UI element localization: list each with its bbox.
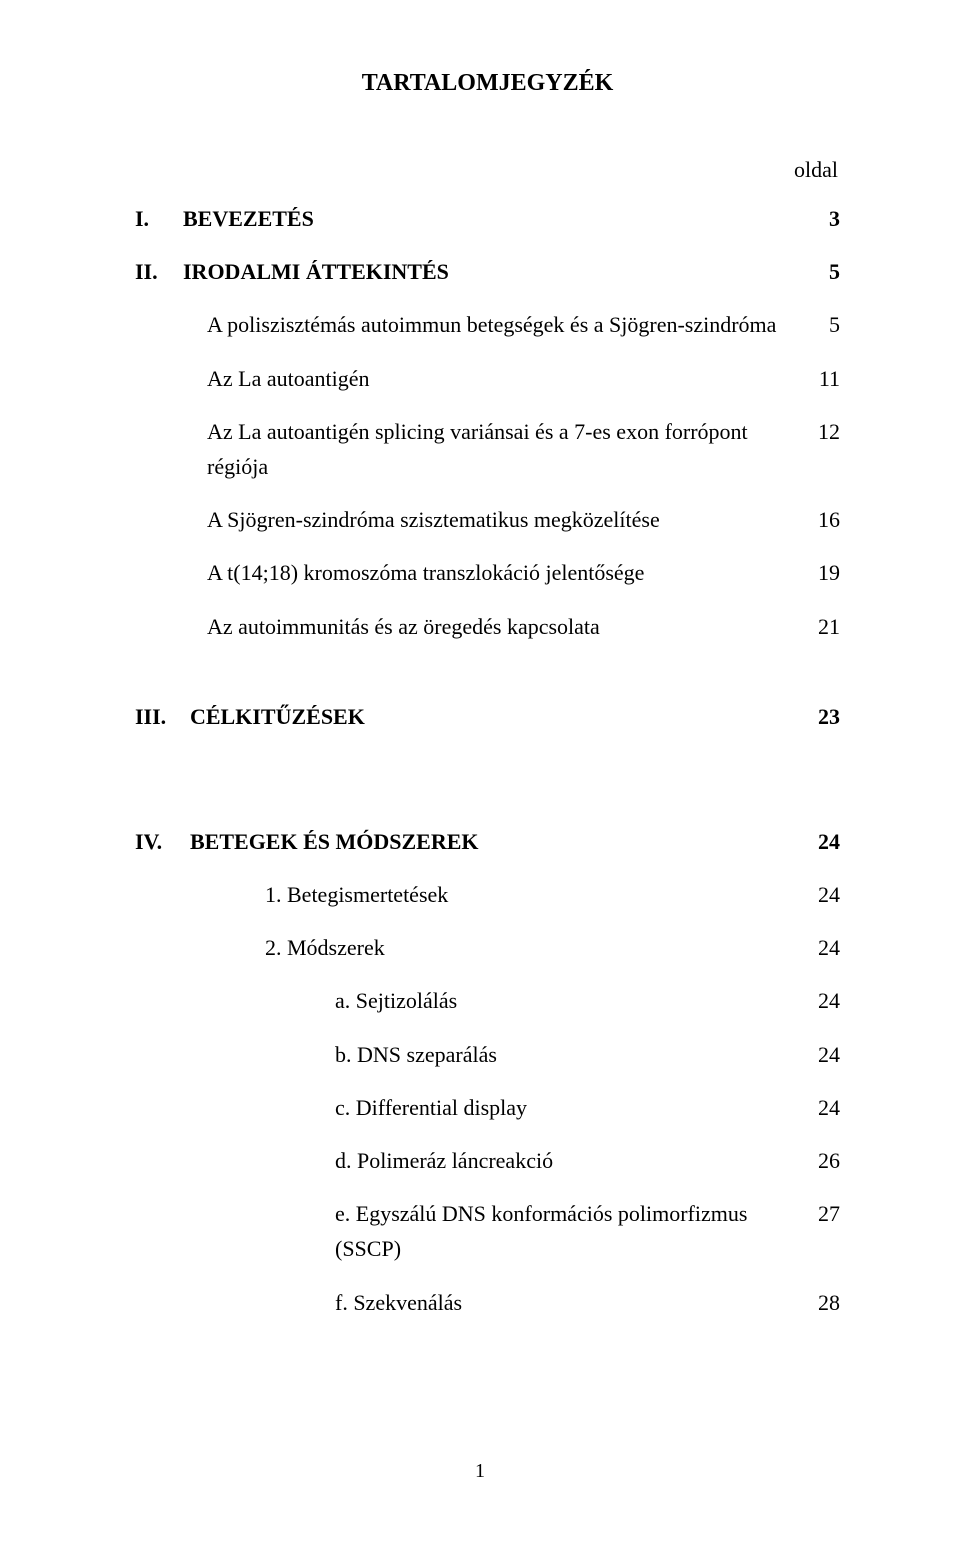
section-number: III. — [135, 699, 190, 734]
toc-row: I. BEVEZETÉS 3 — [135, 201, 840, 236]
toc-subrow: A t(14;18) kromoszóma transzlokáció jele… — [135, 555, 840, 590]
section-number: II. — [135, 254, 183, 289]
toc-subrow: a. Sejtizolálás 24 — [135, 983, 840, 1018]
toc-subrow: f. Szekvenálás 28 — [135, 1285, 840, 1320]
subsection-label: e. Egyszálú DNS konformációs polimorfizm… — [335, 1201, 747, 1261]
toc-subrow: Az La autoantigén splicing variánsai és … — [135, 414, 840, 484]
toc-subrow: b. DNS szeparálás 24 — [135, 1037, 840, 1072]
page-number: 1 — [0, 1460, 960, 1483]
toc-subrow: 2. Módszerek 24 — [135, 930, 840, 965]
subsection-page: 24 — [810, 877, 840, 912]
section-label: BETEGEK ÉS MÓDSZEREK — [190, 824, 479, 859]
subsection-page: 24 — [810, 1037, 840, 1072]
subsection-page: 21 — [810, 609, 840, 644]
section-page: 24 — [810, 824, 840, 859]
subsection-label: b. DNS szeparálás — [335, 1042, 497, 1067]
subsection-page: 24 — [810, 1090, 840, 1125]
subsection-label: A t(14;18) kromoszóma transzlokáció jele… — [207, 560, 644, 585]
subsection-page: 11 — [810, 361, 840, 396]
section-label: IRODALMI ÁTTEKINTÉS — [183, 254, 449, 289]
subsection-label: a. Sejtizolálás — [335, 988, 457, 1013]
section-number: IV. — [135, 824, 190, 859]
subsection-page: 19 — [810, 555, 840, 590]
subsection-page: 26 — [810, 1143, 840, 1178]
section-label: CÉLKITŰZÉSEK — [190, 699, 365, 734]
subsection-page: 16 — [810, 502, 840, 537]
section-number: I. — [135, 201, 183, 236]
subsection-page: 24 — [810, 930, 840, 965]
toc-subrow: 1. Betegismertetések 24 — [135, 877, 840, 912]
subsection-page: 12 — [810, 414, 840, 449]
subsection-label: f. Szekvenálás — [335, 1290, 462, 1315]
toc-subrow: Az La autoantigén 11 — [135, 361, 840, 396]
toc-subrow: d. Polimeráz láncreakció 26 — [135, 1143, 840, 1178]
toc-subrow: A poliszisztémás autoimmun betegségek és… — [135, 307, 840, 342]
toc-row: III. CÉLKITŰZÉSEK 23 — [135, 699, 840, 734]
page-column-header: oldal — [135, 157, 840, 183]
toc-subrow: c. Differential display 24 — [135, 1090, 840, 1125]
toc-subrow: Az autoimmunitás és az öregedés kapcsola… — [135, 609, 840, 644]
subsection-label: d. Polimeráz láncreakció — [335, 1148, 553, 1173]
section-page: 23 — [810, 699, 840, 734]
toc-row: IV. BETEGEK ÉS MÓDSZEREK 24 — [135, 824, 840, 859]
toc-subrow: e. Egyszálú DNS konformációs polimorfizm… — [135, 1196, 840, 1266]
section-label: BEVEZETÉS — [183, 201, 314, 236]
subsection-label: 1. Betegismertetések — [265, 882, 448, 907]
subsection-label: A poliszisztémás autoimmun betegségek és… — [207, 312, 776, 337]
subsection-label: Az La autoantigén — [207, 366, 370, 391]
subsection-label: A Sjögren-szindróma szisztematikus megkö… — [207, 507, 660, 532]
toc-subrow: A Sjögren-szindróma szisztematikus megkö… — [135, 502, 840, 537]
section-page: 3 — [810, 201, 840, 236]
subsection-page: 28 — [810, 1285, 840, 1320]
section-page: 5 — [810, 254, 840, 289]
document-title: TARTALOMJEGYZÉK — [135, 70, 840, 97]
subsection-page: 5 — [810, 307, 840, 342]
subsection-label: Az La autoantigén splicing variánsai és … — [207, 419, 748, 479]
subsection-label: 2. Módszerek — [265, 935, 385, 960]
subsection-page: 24 — [810, 983, 840, 1018]
subsection-page: 27 — [810, 1196, 840, 1231]
subsection-label: c. Differential display — [335, 1095, 527, 1120]
subsection-label: Az autoimmunitás és az öregedés kapcsola… — [207, 614, 600, 639]
page: TARTALOMJEGYZÉK oldal I. BEVEZETÉS 3 II.… — [0, 0, 960, 1543]
toc-row: II. IRODALMI ÁTTEKINTÉS 5 — [135, 254, 840, 289]
